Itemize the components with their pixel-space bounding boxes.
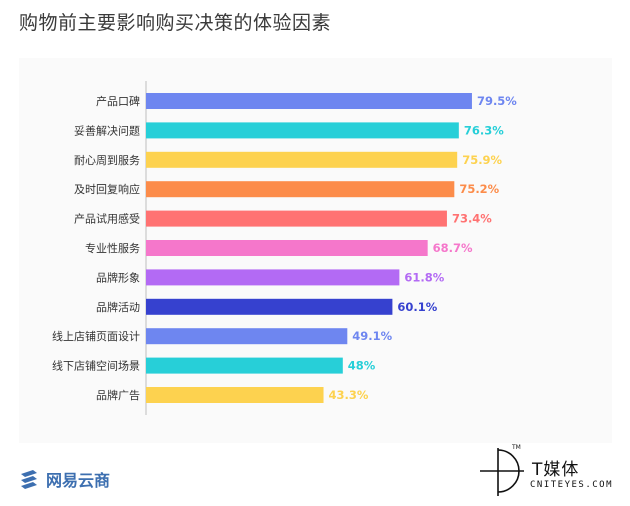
netease-logo-icon: [21, 470, 37, 489]
brand-tm: TM: [512, 444, 521, 451]
category-label: 品牌广告: [96, 388, 140, 402]
value-label: 73.4%: [452, 212, 492, 226]
bar: [146, 122, 459, 139]
value-label: 79.5%: [477, 94, 517, 108]
value-label: 48%: [348, 359, 376, 373]
bar: [146, 93, 472, 109]
brand-name: T媒体: [532, 460, 580, 480]
value-label: 43.3%: [329, 388, 369, 402]
value-label: 68.7%: [433, 241, 473, 255]
bar: [146, 328, 348, 345]
bar: [146, 151, 458, 168]
category-label: 及时回复响应: [74, 182, 140, 196]
category-label: 品牌形象: [96, 270, 140, 284]
bar: [146, 298, 393, 315]
value-label: 76.3%: [464, 123, 504, 137]
value-label: 49.1%: [352, 329, 392, 343]
bar: [146, 210, 447, 227]
category-label: 产品试用感受: [74, 212, 140, 226]
category-label: 线上店铺页面设计: [52, 329, 140, 343]
bar: [146, 357, 343, 374]
bar-chart: 产品口碑 79.5% 妥善解决问题 76.3% 耐心周到服务 75.9% 及时回复响应 75.…: [52, 81, 517, 415]
bar: [146, 387, 324, 403]
category-label: 线下店铺空间场景: [52, 359, 140, 373]
brand-sub: CNITEYES.COM: [530, 480, 614, 490]
brand-mark-icon: [480, 448, 524, 496]
category-label: 专业性服务: [85, 241, 140, 255]
category-label: 耐心周到服务: [74, 154, 140, 167]
brand-logo: TM T媒体 CNITEYES.COM: [478, 442, 623, 500]
value-label: 61.8%: [404, 270, 444, 284]
category-label: 产品口碑: [96, 94, 140, 108]
bar: [146, 181, 455, 198]
value-label: 75.9%: [462, 153, 502, 167]
bar: [146, 240, 428, 256]
bar: [146, 269, 400, 286]
value-label: 60.1%: [397, 300, 437, 314]
chart-title: 购物前主要影响购买决策的体验因素: [19, 12, 332, 34]
category-label: 妥善解决问题: [74, 123, 140, 137]
category-label: 品牌活动: [96, 300, 140, 314]
value-label: 75.2%: [459, 182, 499, 196]
source-logo-text: 网易云商: [46, 471, 111, 490]
chart-panel: 产品口碑 79.5% 妥善解决问题 76.3% 耐心周到服务 75.9% 及时回复响应 75.…: [19, 58, 612, 443]
source-logo: 网易云商: [18, 467, 110, 491]
